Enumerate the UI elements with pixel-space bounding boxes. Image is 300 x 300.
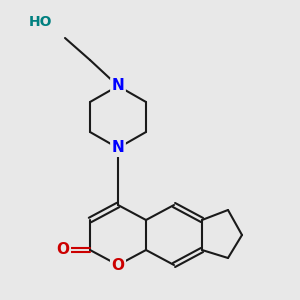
Text: HO: HO — [28, 15, 52, 29]
Text: N: N — [112, 140, 124, 155]
Text: O: O — [56, 242, 70, 257]
Text: O: O — [112, 257, 124, 272]
Text: N: N — [112, 79, 124, 94]
